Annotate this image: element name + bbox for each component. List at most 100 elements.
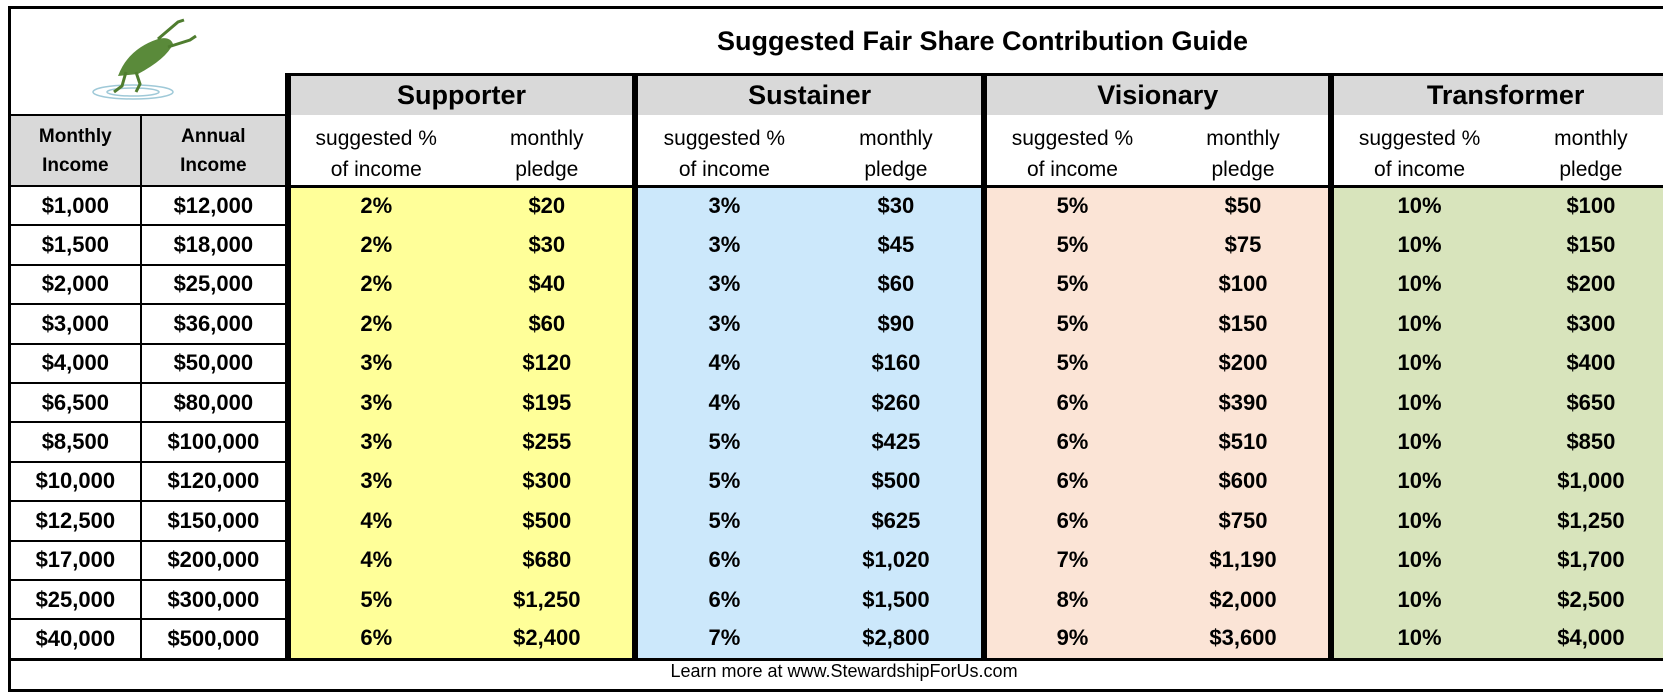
header-line: monthly (1505, 123, 1663, 154)
title: Suggested Fair Share Contribution Guide (288, 8, 1663, 75)
tier-cell: $510 (1158, 422, 1332, 461)
logo-cell (10, 8, 288, 116)
tier-cell: 6% (984, 383, 1158, 422)
income-cell: $25,000 (10, 580, 141, 619)
tier-header: Visionary (984, 75, 1331, 116)
tier-header: Sustainer (635, 75, 984, 116)
tier-cell: 3% (635, 265, 811, 304)
tier-cell: 8% (984, 580, 1158, 619)
tier-cell: $425 (811, 422, 985, 461)
tier-cell: 5% (984, 186, 1158, 225)
tier-cell: 5% (288, 580, 462, 619)
tier-cell: 10% (1331, 462, 1505, 501)
column-header: suggested %of income (984, 115, 1158, 186)
header-line: monthly (811, 123, 982, 154)
tier-cell: 10% (1331, 422, 1505, 461)
header-line: pledge (462, 154, 633, 185)
header-line: of income (1334, 154, 1505, 185)
tier-cell: $255 (462, 422, 636, 461)
tier-cell: $1,190 (1158, 541, 1332, 580)
tier-cell: 2% (288, 225, 462, 264)
tier-header: Transformer (1331, 75, 1663, 116)
tier-cell: $195 (462, 383, 636, 422)
income-cell: $100,000 (141, 422, 288, 461)
tier-cell: 3% (635, 225, 811, 264)
tier-cell: 3% (288, 462, 462, 501)
tier-cell: $3,600 (1158, 619, 1332, 659)
income-cell: $25,000 (141, 265, 288, 304)
tier-cell: 2% (288, 304, 462, 343)
income-cell: $300,000 (141, 580, 288, 619)
tier-cell: 5% (984, 265, 1158, 304)
income-cell: $500,000 (141, 619, 288, 659)
header-line: pledge (811, 154, 982, 185)
tier-cell: 3% (288, 383, 462, 422)
tier-cell: 10% (1331, 344, 1505, 383)
income-cell: $50,000 (141, 344, 288, 383)
column-header: suggested %of income (635, 115, 811, 186)
tier-cell: 6% (984, 422, 1158, 461)
income-cell: $3,000 (10, 304, 141, 343)
tier-cell: $260 (811, 383, 985, 422)
tier-cell: 6% (984, 462, 1158, 501)
tier-cell: $75 (1158, 225, 1332, 264)
column-header: suggested %of income (288, 115, 462, 186)
tier-cell: $90 (811, 304, 985, 343)
tier-cell: 3% (635, 186, 811, 225)
tier-cell: 3% (288, 344, 462, 383)
tier-cell: 2% (288, 186, 462, 225)
tier-cell: 4% (635, 383, 811, 422)
income-cell: $1,500 (10, 225, 141, 264)
tier-cell: $1,000 (1505, 462, 1663, 501)
tier-cell: $680 (462, 541, 636, 580)
tier-cell: $400 (1505, 344, 1663, 383)
tier-cell: 10% (1331, 580, 1505, 619)
tier-cell: $60 (462, 304, 636, 343)
header-line: Annual (142, 122, 285, 151)
income-cell: $2,000 (10, 265, 141, 304)
tier-cell: 9% (984, 619, 1158, 659)
income-cell: $17,000 (10, 541, 141, 580)
income-cell: $10,000 (10, 462, 141, 501)
income-cell: $4,000 (10, 344, 141, 383)
tier-cell: $30 (462, 225, 636, 264)
tier-cell: $30 (811, 186, 985, 225)
tier-cell: 7% (984, 541, 1158, 580)
tier-cell: $1,250 (462, 580, 636, 619)
tier-cell: 2% (288, 265, 462, 304)
tier-cell: $1,020 (811, 541, 985, 580)
tier-cell: $750 (1158, 501, 1332, 540)
guide: Suggested Fair Share Contribution Guide … (8, 6, 1663, 692)
header-line: Income (142, 151, 285, 180)
header-line: of income (638, 154, 811, 185)
tier-cell: $500 (462, 501, 636, 540)
tier-cell: $200 (1158, 344, 1332, 383)
tier-cell: 3% (635, 304, 811, 343)
header-line: pledge (1505, 154, 1663, 185)
tier-cell: $300 (462, 462, 636, 501)
footer: Learn more at www.StewardshipForUs.com (10, 659, 1663, 690)
tier-cell: $100 (1158, 265, 1332, 304)
tier-header: Supporter (288, 75, 635, 116)
tier-cell: $1,250 (1505, 501, 1663, 540)
tier-cell: $1,700 (1505, 541, 1663, 580)
tier-cell: $20 (462, 186, 636, 225)
tier-cell: 10% (1331, 304, 1505, 343)
tier-cell: $625 (811, 501, 985, 540)
header-line: monthly (462, 123, 633, 154)
